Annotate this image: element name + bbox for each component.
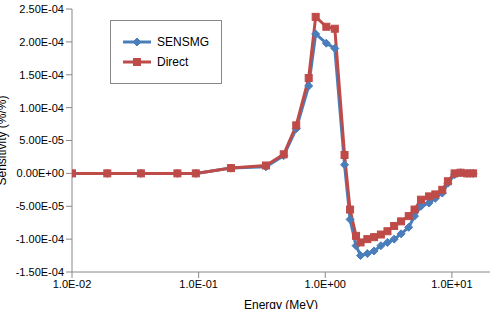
svg-text:-1.50E-04: -1.50E-04 <box>16 266 64 278</box>
svg-text:-1.00E-04: -1.00E-04 <box>16 233 64 245</box>
svg-text:2.50E-04: 2.50E-04 <box>19 3 64 15</box>
svg-text:0.00E+00: 0.00E+00 <box>17 167 64 179</box>
svg-text:-5.00E-05: -5.00E-05 <box>16 200 64 212</box>
svg-text:1.0E+01: 1.0E+01 <box>431 278 472 290</box>
svg-text:Energy (MeV): Energy (MeV) <box>244 298 318 309</box>
svg-text:1.0E-01: 1.0E-01 <box>179 278 218 290</box>
svg-text:1.00E-04: 1.00E-04 <box>19 102 64 114</box>
svg-text:Sensitivity (%/%): Sensitivity (%/%) <box>8 95 9 185</box>
svg-text:2.00E-04: 2.00E-04 <box>19 36 64 48</box>
svg-text:5.00E-05: 5.00E-05 <box>19 134 64 146</box>
html-text:Direct: Direct <box>157 55 189 69</box>
svg-text:1.50E-04: 1.50E-04 <box>19 69 64 81</box>
svg-text:1.0E+00: 1.0E+00 <box>305 278 346 290</box>
svg-text:1.0E-02: 1.0E-02 <box>53 278 92 290</box>
html-text:SENSMG: SENSMG <box>157 35 209 49</box>
